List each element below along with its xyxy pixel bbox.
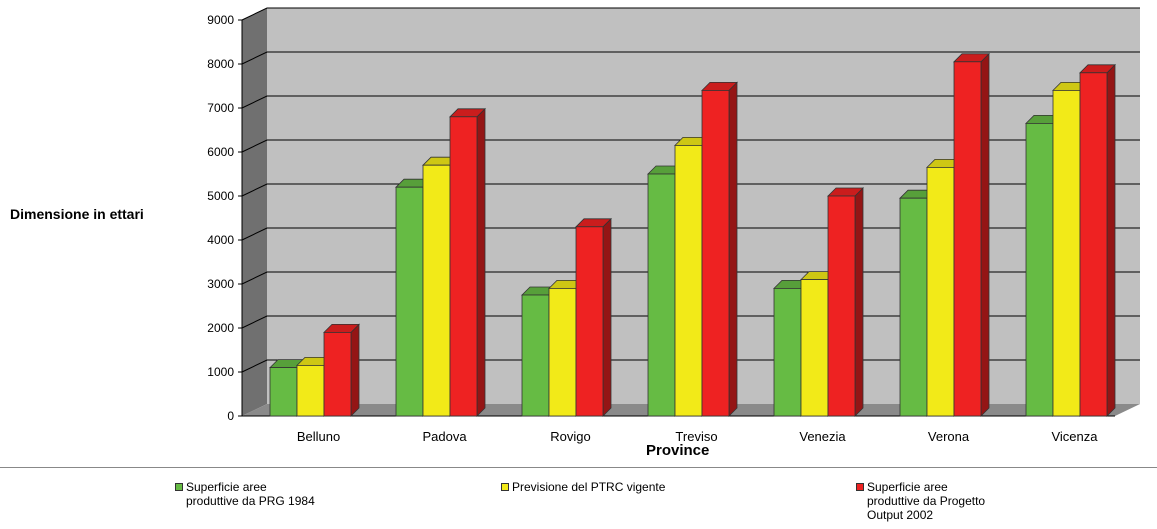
bar xyxy=(548,287,577,417)
legend-swatch-yellow xyxy=(501,483,509,491)
bar xyxy=(296,364,325,417)
gridline xyxy=(241,7,1140,21)
bar xyxy=(926,166,955,417)
legend-swatch-green xyxy=(175,483,183,491)
x-tick-label: Padova xyxy=(422,429,467,444)
y-tick-label: 9000 xyxy=(207,13,234,27)
legend-label: Superficie aree produttive da PRG 1984 xyxy=(186,480,315,508)
x-tick-label: Verona xyxy=(928,429,970,444)
x-tick-label: Vicenza xyxy=(1051,429,1098,444)
bar xyxy=(953,61,982,417)
bar xyxy=(1052,90,1081,417)
y-tick-label: 1000 xyxy=(207,365,234,379)
x-tick-label: Treviso xyxy=(675,429,717,444)
y-tick-label: 5000 xyxy=(207,189,234,203)
legend-label: Previsione del PTRC vigente xyxy=(512,480,666,494)
bar-side xyxy=(728,81,738,417)
bar xyxy=(449,116,478,417)
y-tick-label: 6000 xyxy=(207,145,234,159)
bar-side xyxy=(350,323,360,417)
bar xyxy=(701,90,730,417)
legend-swatch-red xyxy=(856,483,864,491)
y-axis-title: Dimensione in ettari xyxy=(10,206,144,222)
bar-side xyxy=(1106,63,1116,417)
bar xyxy=(521,294,550,417)
bar xyxy=(269,367,298,417)
y-tick-label: 7000 xyxy=(207,101,234,115)
x-axis-title: Province xyxy=(646,442,710,459)
bar xyxy=(800,279,829,417)
gridline xyxy=(241,139,1140,153)
legend-item-prg-1984: Superficie aree produttive da PRG 1984 xyxy=(175,480,315,508)
bar xyxy=(1025,123,1054,417)
legend-item-ptrc: Previsione del PTRC vigente xyxy=(501,480,665,494)
bar xyxy=(1079,72,1108,417)
y-tick-label: 2000 xyxy=(207,321,234,335)
bar xyxy=(323,331,352,417)
x-tick-label: Belluno xyxy=(297,429,340,444)
bar xyxy=(395,186,424,417)
bar xyxy=(674,144,703,417)
gridline xyxy=(241,183,1140,197)
legend-item-output-2002: Superficie aree produttive da Progetto O… xyxy=(856,480,985,522)
y-tick-label: 8000 xyxy=(207,57,234,71)
bar-side xyxy=(980,52,990,417)
bar xyxy=(899,197,928,417)
y-tick-label: 4000 xyxy=(207,233,234,247)
x-tick-label: Rovigo xyxy=(550,429,590,444)
y-tick-label: 0 xyxy=(227,409,234,423)
gridline xyxy=(241,95,1140,109)
x-tick-label: Venezia xyxy=(799,429,846,444)
legend-label: Superficie aree produttive da Progetto O… xyxy=(867,480,986,522)
bar xyxy=(773,287,802,417)
legend: Superficie aree produttive da PRG 1984 P… xyxy=(0,467,1157,529)
bar-side xyxy=(476,107,486,417)
bar-chart: 0 1000 2000 3000 4000 5000 6000 7000 8000 9000 Bel… xyxy=(207,7,1140,444)
side-wall xyxy=(242,8,267,416)
bar xyxy=(647,173,676,417)
bar-side xyxy=(854,187,864,417)
bar-side xyxy=(602,217,612,417)
bar xyxy=(422,164,451,417)
bar xyxy=(575,226,604,417)
gridline xyxy=(241,51,1140,65)
bar xyxy=(827,195,856,417)
y-tick-label: 3000 xyxy=(207,277,234,291)
